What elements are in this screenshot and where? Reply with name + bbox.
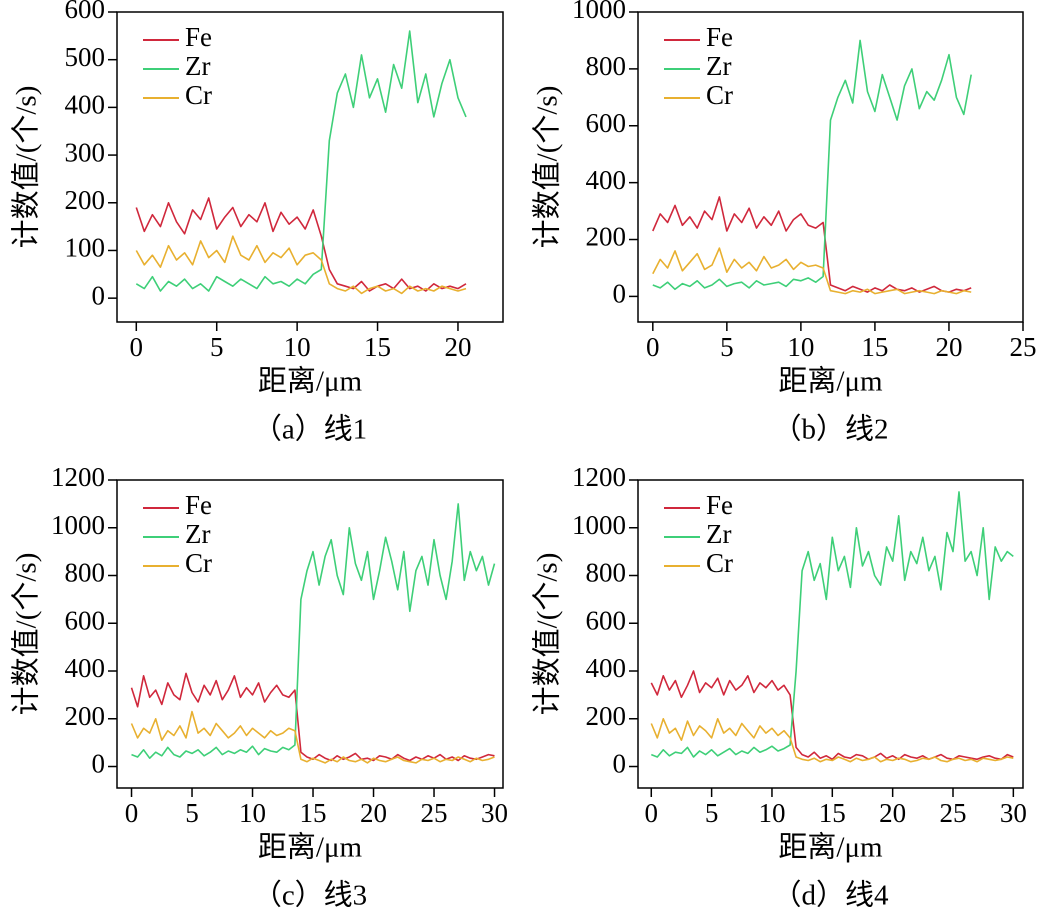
y-tick-label: 500 [65,42,106,72]
data-line [652,247,972,295]
x-tick-label: 5 [185,798,199,828]
data-line [130,710,495,764]
plot-frame [116,479,504,789]
x-tick-label: 5 [720,332,734,362]
y-axis-label: 计数值/(个/s) [10,553,43,716]
x-tick-label: 25 [940,798,967,828]
legend-label: Zr [706,51,731,81]
x-tick-label: 25 [421,798,448,828]
data-line [650,718,1014,763]
y-axis-label: 计数值/(个/s) [531,553,564,716]
y-tick-label: 800 [65,558,106,588]
x-tick-label: 10 [239,798,266,828]
legend-label: Fe [185,22,212,52]
y-tick-label: 600 [586,108,627,138]
legend-label: Zr [185,519,210,549]
data-line [135,30,467,292]
x-tick-label: 5 [705,798,719,828]
data-line [135,235,467,295]
y-tick-label: 800 [586,51,627,81]
plot-frame [637,11,1024,323]
data-line [650,670,1014,761]
y-tick-label: 400 [65,653,106,683]
x-tick-label: 0 [130,332,144,362]
y-tick-label: 200 [586,222,627,252]
legend-label: Cr [185,548,212,578]
y-tick-label: 0 [92,280,106,310]
legend-label: Fe [706,22,733,52]
x-tick-label: 10 [758,798,785,828]
x-tick-label: 20 [360,798,387,828]
y-tick-label: 300 [65,137,106,167]
y-tick-label: 1000 [51,510,105,540]
y-tick-label: 1000 [572,0,626,24]
x-tick-label: 20 [444,332,471,362]
data-line [652,39,972,291]
caption: （b）线2 [772,413,888,446]
data-line [130,672,495,762]
legend-label: Zr [706,519,731,549]
x-axis-label: 距离/μm [778,831,883,864]
legend-label: Cr [706,548,733,578]
legend-label: Cr [706,80,733,110]
x-tick-label: 5 [210,332,224,362]
caption: （d）线4 [772,879,889,908]
x-tick-label: 30 [1000,798,1027,828]
x-tick-label: 0 [646,332,660,362]
y-tick-label: 1200 [572,462,626,492]
x-axis-label: 距离/μm [778,365,883,398]
legend-label: Cr [185,80,212,110]
caption: （c）线3 [253,879,367,908]
x-tick-label: 15 [819,798,846,828]
data-line [651,491,1014,758]
y-tick-label: 200 [586,701,627,731]
y-tick-label: 200 [65,701,106,731]
x-tick-label: 25 [1010,332,1037,362]
y-tick-label: 0 [613,749,627,779]
legend-label: Fe [706,490,733,520]
caption: （a）线1 [253,413,367,446]
data-line [135,197,467,292]
data-line [131,503,496,759]
y-tick-label: 100 [65,233,106,263]
x-tick-label: 20 [879,798,906,828]
data-line [652,196,972,293]
y-tick-label: 600 [65,0,106,24]
x-tick-label: 15 [300,798,327,828]
y-tick-label: 1200 [51,462,105,492]
x-tick-label: 30 [481,798,508,828]
y-tick-label: 600 [65,605,106,635]
x-tick-label: 0 [125,798,139,828]
x-axis-label: 距离/μm [258,831,363,864]
y-tick-label: 400 [586,165,627,195]
x-axis-label: 距离/μm [258,365,363,398]
x-tick-label: 10 [787,332,814,362]
x-tick-label: 15 [364,332,391,362]
x-tick-label: 20 [935,332,962,362]
x-tick-label: 0 [645,798,659,828]
y-tick-label: 400 [586,653,627,683]
plot-frame [116,11,504,323]
y-tick-label: 200 [65,185,106,215]
y-tick-label: 800 [586,558,627,588]
y-axis-label: 计数值/(个/s) [531,86,564,249]
y-tick-label: 0 [92,749,106,779]
y-tick-label: 600 [586,605,627,635]
plot-frame [637,479,1024,789]
y-tick-label: 400 [65,90,106,120]
y-axis-label: 计数值/(个/s) [10,86,43,249]
x-tick-label: 15 [861,332,888,362]
legend-label: Fe [185,490,212,520]
x-tick-label: 10 [284,332,311,362]
y-tick-label: 0 [613,279,627,309]
y-tick-label: 1000 [572,510,626,540]
legend-label: Zr [185,51,210,81]
